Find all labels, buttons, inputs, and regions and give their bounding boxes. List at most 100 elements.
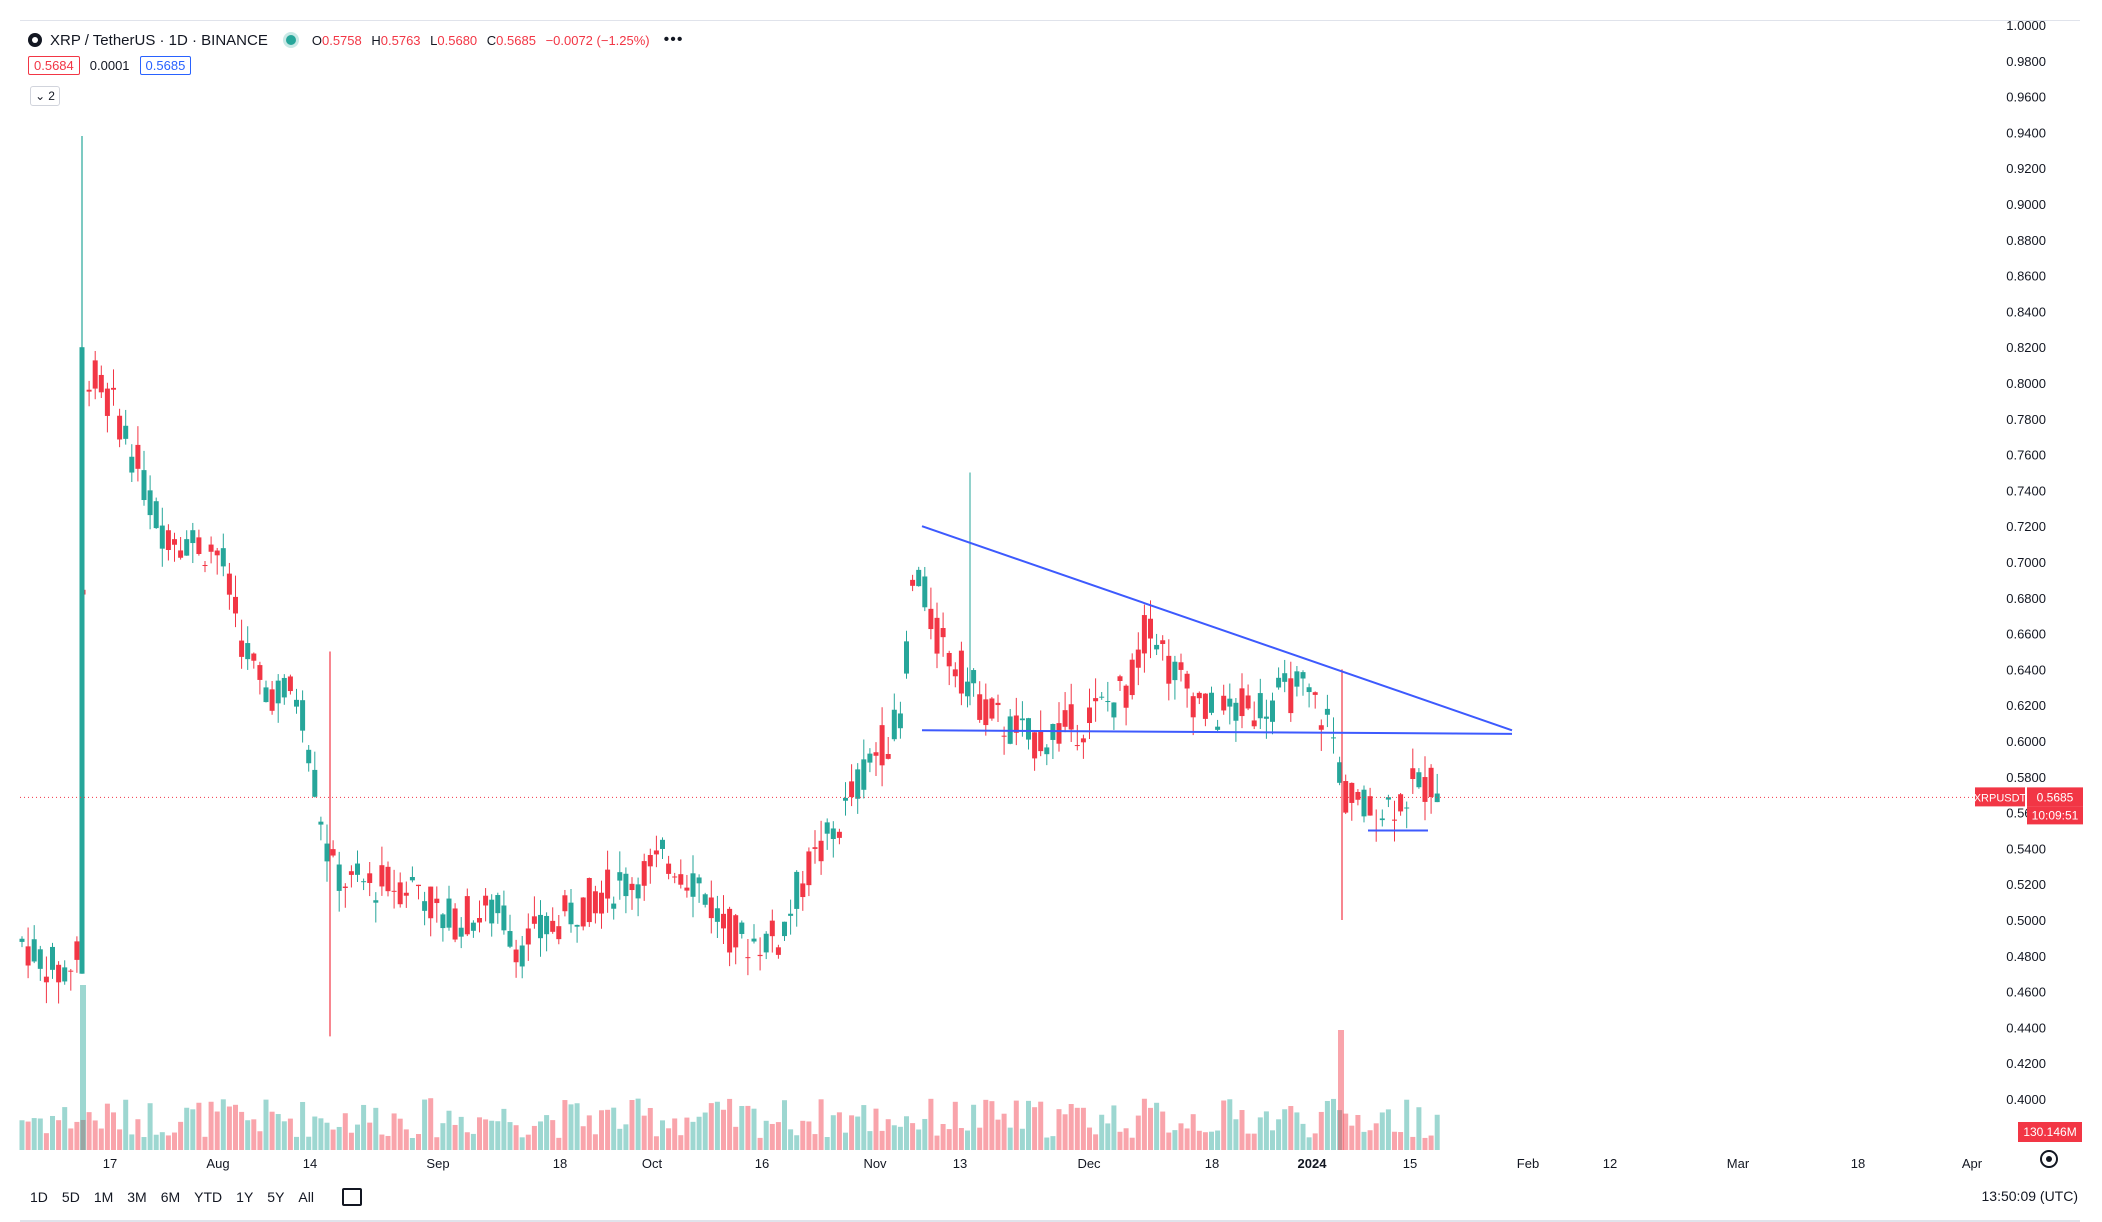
- symbol-logo-icon: [28, 33, 42, 47]
- candle-body: [1215, 726, 1221, 730]
- timeframe-6m[interactable]: 6M: [160, 1189, 181, 1205]
- price-tick: 0.8800: [2006, 233, 2046, 248]
- volume-bar: [257, 1131, 263, 1150]
- timeframe-all[interactable]: All: [298, 1189, 314, 1205]
- spread-value: 0.0001: [89, 58, 130, 73]
- candle-body: [562, 895, 568, 912]
- candle-body: [1379, 818, 1385, 821]
- timeframe-3m[interactable]: 3M: [127, 1189, 147, 1205]
- timeframe-bar: 1D 5D 1M 3M 6M YTD 1Y 5Y All: [30, 1188, 362, 1206]
- candle-body: [1123, 685, 1129, 708]
- ask-price-button[interactable]: 0.5685: [139, 56, 192, 75]
- candle-body: [1416, 772, 1422, 788]
- volume-bar: [1385, 1109, 1391, 1150]
- volume-bar: [318, 1118, 324, 1150]
- volume-tag: [2018, 1122, 2082, 1142]
- candle-body: [702, 894, 708, 905]
- market-status-icon[interactable]: [285, 35, 296, 45]
- volume-bar: [727, 1098, 733, 1150]
- price-tick: 0.7800: [2006, 412, 2046, 427]
- volume-bar: [251, 1119, 257, 1150]
- time-tick: Feb: [1517, 1156, 1539, 1171]
- symbol-title[interactable]: XRP / TetherUS · 1D · BINANCE: [50, 31, 268, 49]
- timeframe-5d[interactable]: 5D: [61, 1189, 80, 1205]
- candle-body: [257, 665, 263, 680]
- price-tick: 0.7600: [2006, 448, 2046, 463]
- price-tick: 0.9200: [2006, 161, 2046, 176]
- candle-body: [714, 908, 720, 922]
- candle-body: [1056, 723, 1062, 744]
- bid-price-button[interactable]: 0.5684: [28, 56, 80, 75]
- volume-bar: [653, 1136, 659, 1150]
- timeframe-1d[interactable]: 1D: [30, 1189, 48, 1205]
- candle-body: [580, 897, 586, 927]
- volume-bar: [940, 1124, 946, 1150]
- candle-body: [202, 565, 208, 567]
- volume-bar: [1379, 1112, 1385, 1150]
- volume-bar: [312, 1116, 318, 1150]
- candle-body: [818, 840, 824, 862]
- chart-settings-icon[interactable]: [2040, 1150, 2058, 1168]
- candle-body: [129, 456, 135, 473]
- volume-bar: [123, 1099, 129, 1150]
- timeframe-1y[interactable]: 1Y: [236, 1189, 254, 1205]
- volume-bar: [239, 1111, 245, 1150]
- volume-bar: [470, 1133, 476, 1150]
- volume-bar: [1117, 1131, 1123, 1150]
- candle-body: [428, 886, 434, 919]
- candle-body: [1105, 701, 1111, 703]
- volume-bar: [1245, 1133, 1251, 1150]
- volume-bar: [208, 1101, 214, 1150]
- candle-body: [1361, 789, 1367, 817]
- volume-bar: [1129, 1137, 1135, 1150]
- volume-bar: [556, 1137, 562, 1150]
- candle-body: [1129, 659, 1135, 696]
- indicators-count: 2: [48, 89, 55, 103]
- candle-body: [721, 913, 726, 929]
- candle-body: [355, 863, 360, 875]
- volume-bar: [958, 1128, 964, 1150]
- candle-body: [1209, 692, 1214, 713]
- price-tick: 0.7400: [2006, 483, 2046, 498]
- volume-bar: [855, 1116, 861, 1150]
- candle-body: [300, 700, 306, 731]
- candle-body: [1398, 794, 1404, 812]
- time-tick: 14: [303, 1156, 317, 1171]
- price-axis: 1.0000 0.9800 0.9600 0.9400 0.9200 0.9000 0.88…: [20, 18, 2083, 1142]
- volume-bar: [220, 1099, 226, 1150]
- more-options-icon[interactable]: •••: [663, 31, 684, 48]
- volume-bar: [1294, 1112, 1300, 1150]
- volume-bar: [1062, 1114, 1068, 1150]
- time-tick: 2024: [1298, 1156, 1328, 1171]
- volume-bar: [647, 1107, 653, 1150]
- candle-body: [641, 861, 647, 886]
- volume-bar: [336, 1126, 342, 1150]
- timeframe-ytd[interactable]: YTD: [194, 1189, 223, 1205]
- date-range-icon[interactable]: [341, 1188, 362, 1206]
- candle-body: [452, 908, 458, 940]
- volume-bar: [1007, 1127, 1013, 1150]
- volume-bar: [1141, 1098, 1147, 1150]
- candle-body: [1324, 708, 1330, 715]
- price-tick: 0.6600: [2006, 627, 2046, 642]
- volume-bar: [135, 1119, 141, 1150]
- timeframe-1m[interactable]: 1M: [93, 1189, 114, 1205]
- timeframe-5y[interactable]: 5Y: [267, 1189, 285, 1205]
- symbol-tag: [1975, 787, 2025, 807]
- volume-bar: [1160, 1111, 1166, 1150]
- price-tick: 0.8000: [2006, 376, 2046, 391]
- volume-bar: [1257, 1117, 1263, 1150]
- volume-bar: [818, 1099, 824, 1150]
- candle-body: [263, 687, 269, 703]
- candle-body: [1026, 718, 1031, 740]
- volume-bar: [708, 1103, 714, 1150]
- candle-body: [403, 892, 409, 896]
- indicators-toggle-button[interactable]: ⌄ 2: [30, 86, 60, 106]
- candle-body: [1154, 644, 1160, 650]
- candle-body: [556, 926, 562, 940]
- utc-clock[interactable]: 13:50:09 (UTC): [1981, 1188, 2078, 1204]
- volume-bar: [1056, 1109, 1062, 1150]
- volume-bar: [1087, 1127, 1092, 1150]
- candle-body: [1251, 720, 1257, 727]
